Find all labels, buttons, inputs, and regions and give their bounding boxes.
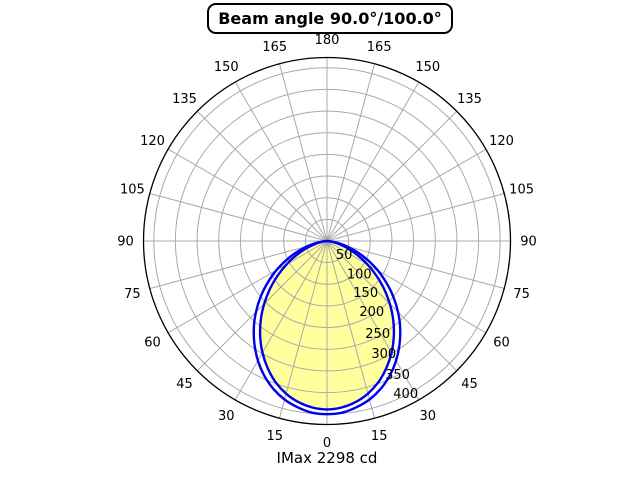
grid-spoke [234, 240, 328, 401]
radial-tick-label: 400 [393, 387, 418, 402]
angle-tick-label: 60 [493, 335, 510, 350]
grid-spoke [326, 240, 487, 334]
angle-tick-label: 150 [214, 60, 239, 75]
radial-tick-label: 50 [336, 248, 353, 263]
angle-tick-label: 150 [415, 60, 440, 75]
beam-curve-100 [252, 239, 402, 416]
angle-tick-label: 15 [267, 429, 284, 444]
angle-tick-label: 15 [371, 429, 388, 444]
angle-tick-label: 105 [509, 182, 534, 197]
grid-spoke [326, 240, 458, 372]
angle-tick-label: 0 [323, 436, 331, 451]
grid-spoke [234, 81, 328, 242]
angle-tick-label: 165 [367, 40, 392, 55]
grid-spoke [326, 63, 375, 242]
angle-tick-label: 60 [144, 335, 161, 350]
grid-spoke [326, 193, 505, 242]
grid-spoke [167, 148, 328, 242]
grid-spoke [149, 240, 328, 289]
grid-spoke [326, 240, 420, 401]
chart-title-box: Beam angle 90.0°/100.0° [207, 3, 453, 34]
radial-tick-label: 200 [359, 305, 384, 320]
beam-curve-90 [258, 239, 396, 411]
polar-border-circle [142, 56, 512, 426]
radial-tick-label: 100 [347, 267, 372, 282]
grid-spoke [326, 110, 458, 242]
angle-tick-label: 120 [489, 134, 514, 149]
angle-tick-label: 105 [120, 182, 145, 197]
angle-tick-label: 120 [140, 134, 165, 149]
grid-spoke [326, 240, 375, 419]
angle-tick-label: 75 [124, 287, 141, 302]
radial-tick-label: 250 [365, 327, 390, 342]
grid-spoke [196, 110, 328, 242]
chart-title: Beam angle 90.0°/100.0° [218, 9, 442, 28]
grid-spoke [279, 63, 328, 242]
radial-tick-label: 350 [385, 368, 410, 383]
angle-tick-label: 90 [117, 235, 134, 250]
grid-spoke [279, 240, 328, 419]
angle-tick-label: 75 [513, 287, 530, 302]
radial-tick-label: 300 [371, 347, 396, 362]
angle-tick-label: 45 [176, 377, 193, 392]
angle-tick-label: 135 [457, 92, 482, 107]
grid-spoke [326, 240, 505, 289]
angle-tick-label: 165 [262, 40, 287, 55]
grid-spoke [149, 193, 328, 242]
radial-tick-label: 150 [353, 286, 378, 301]
grid-spoke [326, 148, 487, 242]
grid-spoke [196, 240, 328, 372]
angle-tick-label: 90 [520, 235, 537, 250]
grid-spoke [167, 240, 328, 334]
grid-spoke [326, 81, 420, 242]
angle-tick-label: 180 [315, 33, 340, 48]
angle-tick-label: 30 [218, 409, 235, 424]
imax-caption: IMax 2298 cd [276, 449, 378, 467]
angle-tick-label: 30 [420, 409, 437, 424]
angle-tick-label: 135 [172, 92, 197, 107]
angle-tick-label: 45 [461, 377, 478, 392]
